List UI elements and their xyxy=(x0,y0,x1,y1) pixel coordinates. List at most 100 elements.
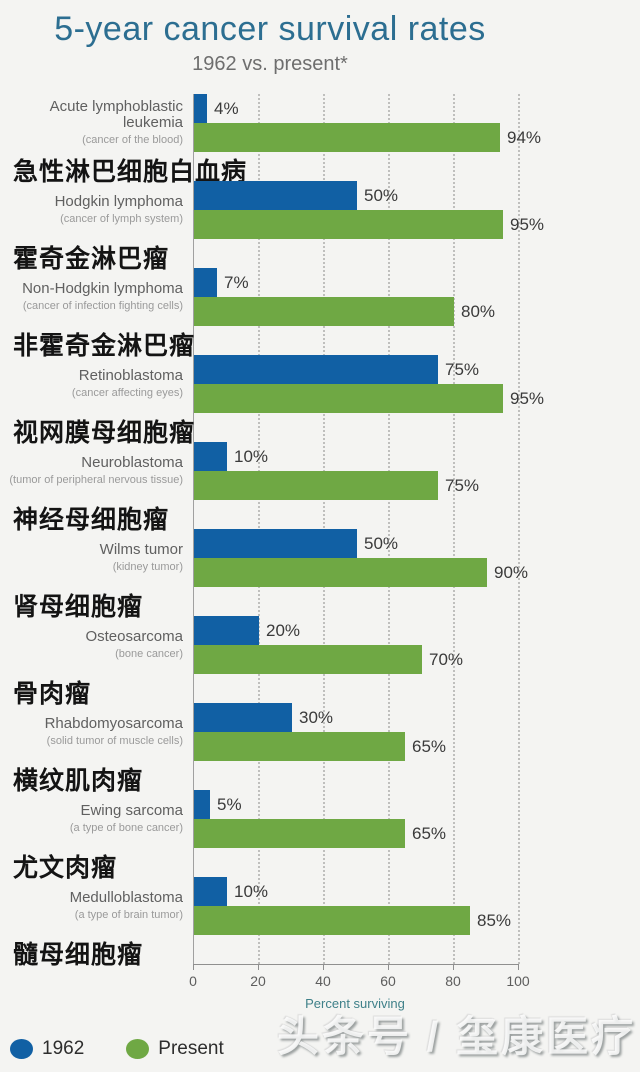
bar-present xyxy=(194,471,438,500)
bar-line-1962: 50% xyxy=(194,529,528,558)
bar-present xyxy=(194,123,500,152)
bar-1962-value: 4% xyxy=(214,98,239,118)
bar-1962 xyxy=(194,616,259,645)
bar-1962 xyxy=(194,181,357,210)
bar-1962 xyxy=(194,442,227,471)
bar-line-1962: 4% xyxy=(194,94,541,123)
category-label: Osteosarcoma (bone cancer) xyxy=(0,616,183,674)
x-axis-line xyxy=(193,964,519,965)
category-name-zh: 非霍奇金淋巴瘤 xyxy=(13,332,196,360)
bar-1962-value: 50% xyxy=(364,185,399,205)
category-name-en: Neuroblastoma xyxy=(81,454,183,471)
legend-item-present: Present xyxy=(126,1038,224,1060)
legend-dot xyxy=(10,1039,33,1059)
category-subtitle-en: (kidney tumor) xyxy=(112,560,183,573)
category-label: Medulloblastoma (a type of brain tumor) xyxy=(0,877,183,935)
bar-line-1962: 75% xyxy=(194,355,544,384)
bar-pair: 4% 94% xyxy=(194,94,541,152)
bar-line-1962: 20% xyxy=(194,616,463,645)
category-name-zh: 霍奇金淋巴瘤 xyxy=(13,245,170,273)
category-name-zh: 骨肉瘤 xyxy=(13,680,92,708)
bar-present-value: 80% xyxy=(461,301,496,321)
bar-present-value: 95% xyxy=(510,388,545,408)
axis-tick-label: 80 xyxy=(445,973,461,989)
bar-line-1962: 50% xyxy=(194,181,544,210)
bar-pair: 75% 95% xyxy=(194,355,544,413)
category-name-zh: 横纹肌肉瘤 xyxy=(13,767,144,795)
bar-present xyxy=(194,819,405,848)
category-label: Acute lymphoblastic leukemia (cancer of … xyxy=(0,94,183,152)
category-name-en: Retinoblastoma xyxy=(78,367,183,384)
category-subtitle-en: (cancer of infection fighting cells) xyxy=(22,299,183,312)
category-subtitle-en: (solid tumor of muscle cells) xyxy=(46,734,183,747)
watermark: 头条号 / 玺康医疗 xyxy=(276,1013,636,1060)
bar-line-present: 80% xyxy=(194,297,495,326)
bar-line-present: 75% xyxy=(194,471,479,500)
chart-subtitle: 1962 vs. present* xyxy=(192,53,348,75)
bar-present-value: 90% xyxy=(494,562,529,582)
bar-line-present: 70% xyxy=(194,645,463,674)
bar-1962 xyxy=(194,355,438,384)
bar-group-row: Medulloblastoma (a type of brain tumor) … xyxy=(0,877,640,969)
category-subtitle-en: (cancer of lymph system) xyxy=(60,212,183,225)
bar-present xyxy=(194,384,503,413)
legend-dot xyxy=(126,1039,150,1059)
bar-present xyxy=(194,297,454,326)
axis-tick-mark xyxy=(258,964,259,970)
gridline xyxy=(453,94,455,964)
bar-line-present: 95% xyxy=(194,210,544,239)
bar-1962-value: 5% xyxy=(217,794,242,814)
bar-present xyxy=(194,732,405,761)
x-axis: Percent surviving 0 20 40 60 80 100 xyxy=(0,964,640,1016)
header: 5-year cancer survival rates 1962 vs. pr… xyxy=(0,0,540,76)
category-name-en: Acute lymphoblastic leukemia xyxy=(49,97,183,132)
category-subtitle-en: (bone cancer) xyxy=(115,647,183,660)
bar-present-value: 94% xyxy=(507,127,542,147)
chart-title: 5-year cancer survival rates xyxy=(54,10,486,48)
category-label: Non-Hodgkin lymphoma (cancer of infectio… xyxy=(0,268,183,326)
category-label: Ewing sarcoma (a type of bone cancer) xyxy=(0,790,183,848)
category-name-zh: 神经母细胞瘤 xyxy=(13,506,170,534)
category-name-en: Medulloblastoma xyxy=(69,889,183,906)
y-axis-baseline xyxy=(193,94,194,964)
category-name-zh: 视网膜母细胞瘤 xyxy=(13,419,196,447)
bar-pair: 50% 95% xyxy=(194,181,544,239)
category-label: Retinoblastoma (cancer affecting eyes) xyxy=(0,355,183,413)
bar-1962 xyxy=(194,790,210,819)
bar-present xyxy=(194,558,487,587)
bar-1962-value: 75% xyxy=(445,359,480,379)
chart-rows: Acute lymphoblastic leukemia (cancer of … xyxy=(0,94,640,969)
axis-tick-mark xyxy=(518,964,519,970)
bar-present xyxy=(194,210,503,239)
bar-pair: 5% 65% xyxy=(194,790,446,848)
bar-present-value: 65% xyxy=(412,736,447,756)
bar-line-1962: 30% xyxy=(194,703,446,732)
bar-line-present: 95% xyxy=(194,384,544,413)
axis-tick-label: 0 xyxy=(189,973,197,989)
bar-group-row: Wilms tumor (kidney tumor) 50% 90% 肾母细胞瘤 xyxy=(0,529,640,621)
category-label: Rhabdomyosarcoma (solid tumor of muscle … xyxy=(0,703,183,761)
bar-group-row: Non-Hodgkin lymphoma (cancer of infectio… xyxy=(0,268,640,360)
bar-present-value: 65% xyxy=(412,823,447,843)
bar-pair: 20% 70% xyxy=(194,616,463,674)
bar-1962-value: 30% xyxy=(299,707,334,727)
bar-line-present: 65% xyxy=(194,732,446,761)
category-name-zh: 尤文肉瘤 xyxy=(13,854,118,882)
bar-group-row: Acute lymphoblastic leukemia (cancer of … xyxy=(0,94,640,186)
bar-present-value: 85% xyxy=(477,910,512,930)
category-subtitle-en: (a type of brain tumor) xyxy=(74,908,183,921)
bar-group-row: Neuroblastoma (tumor of peripheral nervo… xyxy=(0,442,640,534)
bar-pair: 10% 85% xyxy=(194,877,511,935)
bar-line-1962: 10% xyxy=(194,442,479,471)
legend-label: Present xyxy=(158,1038,224,1059)
legend-item-1962: 1962 xyxy=(10,1038,84,1060)
x-axis-label: Percent surviving xyxy=(305,996,405,1011)
category-name-en: Rhabdomyosarcoma xyxy=(44,715,183,732)
category-name-en: Ewing sarcoma xyxy=(80,802,183,819)
bar-group-row: Osteosarcoma (bone cancer) 20% 70% 骨肉瘤 xyxy=(0,616,640,708)
bar-group-row: Rhabdomyosarcoma (solid tumor of muscle … xyxy=(0,703,640,795)
chart-body: Acute lymphoblastic leukemia (cancer of … xyxy=(0,94,640,969)
category-name-en: Wilms tumor xyxy=(99,541,183,558)
axis-tick-mark xyxy=(453,964,454,970)
